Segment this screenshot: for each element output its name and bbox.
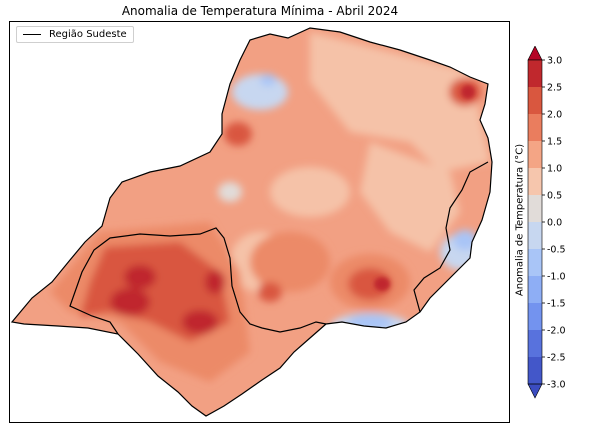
colorbar-tick-label: -2.5: [547, 353, 566, 364]
colorbar-swatch: [528, 114, 542, 141]
colorbar-swatch: [528, 303, 542, 330]
colorbar-swatch: [528, 276, 542, 303]
map-title: Anomalia de Temperatura Mínima - Abril 2…: [121, 4, 399, 18]
legend-label: Região Sudeste: [49, 29, 127, 40]
anomaly-patch: [270, 167, 350, 217]
anomaly-patch: [310, 32, 490, 172]
anomaly-patch: [250, 232, 330, 292]
colorbar-tick-label: 2.0: [547, 110, 562, 121]
anomaly-patch: [224, 122, 252, 146]
colorbar-swatch: [528, 195, 542, 222]
colorbar-label: Anomalia de Temperatura (°C): [514, 143, 526, 297]
anomaly-patch: [360, 142, 460, 252]
map-panel: Região Sudeste: [9, 21, 510, 423]
anomaly-patch: [182, 310, 218, 334]
anomaly-patch: [205, 270, 225, 294]
colorbar-tick-label: 1.0: [547, 164, 562, 175]
anomaly-patch: [232, 74, 288, 110]
map-legend: Região Sudeste: [16, 26, 134, 43]
anomaly-patch: [110, 288, 150, 316]
colorbar-tick-label: 3.0: [547, 56, 562, 67]
anomaly-field: [12, 28, 492, 416]
colorbar-over-arrow: [527, 46, 543, 61]
colorbar-tick-label: 1.5: [547, 137, 562, 148]
anomaly-patch: [124, 265, 156, 289]
anomaly-patch: [374, 277, 390, 291]
anomaly-patch: [258, 282, 282, 302]
colorbar-tick-label: -1.0: [547, 272, 566, 283]
colorbar-swatch: [528, 330, 542, 357]
colorbar-swatch: [528, 249, 542, 276]
anomaly-patch: [461, 85, 475, 99]
colorbar-under-arrow: [527, 383, 543, 399]
colorbar: 3.0 2.5 2.0 1.5 1.0 0.5 0.0 -0.5 -1.0 -1.5 -2.0 -2.…: [527, 46, 566, 399]
colorbar-tick-label: 0.0: [547, 218, 562, 229]
region-borders: [11, 27, 493, 417]
colorbar-swatch: [528, 357, 542, 384]
colorbar-swatch: [528, 168, 542, 195]
anomaly-patch: [453, 230, 477, 250]
colorbar-tick-label: 0.5: [547, 191, 562, 202]
colorbar-tick-label: -0.5: [547, 245, 566, 256]
legend-line-swatch: [23, 34, 41, 35]
colorbar-tick-label: 2.5: [547, 83, 562, 94]
anomaly-patch: [260, 74, 276, 86]
colorbar-tick-label: -1.5: [547, 299, 566, 310]
anomaly-patch: [218, 182, 242, 202]
colorbar-swatch: [528, 60, 542, 87]
colorbar-swatch: [528, 87, 542, 114]
colorbar-tick-label: -2.0: [547, 326, 566, 337]
colorbar-swatch: [528, 222, 542, 249]
anomaly-patch: [348, 268, 392, 300]
colorbar-swatch: [528, 141, 542, 168]
colorbar-tick-label: -3.0: [547, 380, 566, 391]
anomaly-map: [11, 27, 493, 417]
